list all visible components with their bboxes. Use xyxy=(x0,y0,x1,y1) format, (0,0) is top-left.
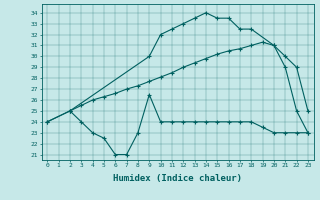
X-axis label: Humidex (Indice chaleur): Humidex (Indice chaleur) xyxy=(113,174,242,183)
